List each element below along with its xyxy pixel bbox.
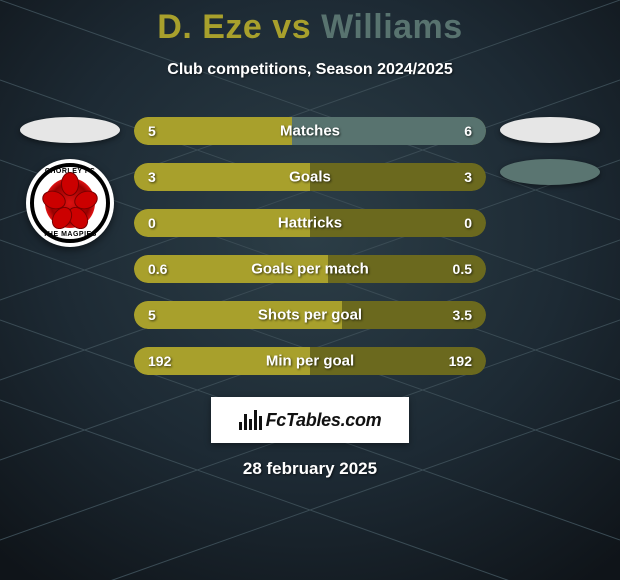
stat-label: Hattricks	[278, 215, 342, 232]
left-column: CHORLEY FC THE MAGPIES	[10, 117, 130, 375]
stat-value-left: 0.6	[148, 261, 167, 277]
stat-label: Matches	[280, 123, 340, 140]
player-a-flag-oval	[20, 117, 120, 143]
title-player-b: Williams	[321, 8, 463, 46]
stat-value-right: 192	[449, 353, 472, 369]
stat-value-right: 0	[464, 215, 472, 231]
page-title: D. Eze vs Williams	[0, 0, 620, 47]
stat-row: 3 3 Goals	[134, 163, 486, 191]
snapshot-date: 28 february 2025	[0, 459, 620, 479]
player-b-club-oval	[500, 159, 600, 185]
stat-label: Min per goal	[266, 353, 354, 370]
stat-label: Goals per match	[251, 261, 369, 278]
stat-label: Shots per goal	[258, 307, 362, 324]
stats-bars: 5 6 Matches 3 3 Goals 0 0 Hattricks 0.6 0.5 Goals p…	[130, 117, 490, 375]
title-player-a: D. Eze	[157, 8, 262, 46]
subtitle: Club competitions, Season 2024/2025	[0, 61, 620, 79]
crest-rose-icon	[45, 178, 95, 228]
stat-value-right: 6	[464, 123, 472, 139]
stat-value-right: 0.5	[453, 261, 472, 277]
stat-value-right: 3.5	[453, 307, 472, 323]
stat-value-left: 5	[148, 123, 156, 139]
stat-row: 5 6 Matches	[134, 117, 486, 145]
stat-row: 192 192 Min per goal	[134, 347, 486, 375]
stat-fill-left	[134, 117, 292, 145]
stat-value-right: 3	[464, 169, 472, 185]
player-b-flag-oval	[500, 117, 600, 143]
crest-text-bottom: THE MAGPIES	[26, 231, 114, 238]
watermark-text: FcTables.com	[266, 410, 382, 431]
stat-value-left: 5	[148, 307, 156, 323]
stat-row: 0 0 Hattricks	[134, 209, 486, 237]
stat-label: Goals	[289, 169, 331, 186]
stat-value-left: 192	[148, 353, 171, 369]
stat-fill-left	[134, 163, 310, 191]
title-vs: vs	[262, 8, 321, 46]
player-a-club-crest: CHORLEY FC THE MAGPIES	[26, 159, 114, 247]
main-area: CHORLEY FC THE MAGPIES 5 6 Matches 3 3 Goals 0…	[0, 117, 620, 375]
stat-value-left: 3	[148, 169, 156, 185]
right-column	[490, 117, 610, 375]
stat-row: 5 3.5 Shots per goal	[134, 301, 486, 329]
bar-chart-icon	[239, 410, 262, 430]
fctables-watermark[interactable]: FcTables.com	[211, 397, 409, 443]
stat-value-left: 0	[148, 215, 156, 231]
stat-row: 0.6 0.5 Goals per match	[134, 255, 486, 283]
